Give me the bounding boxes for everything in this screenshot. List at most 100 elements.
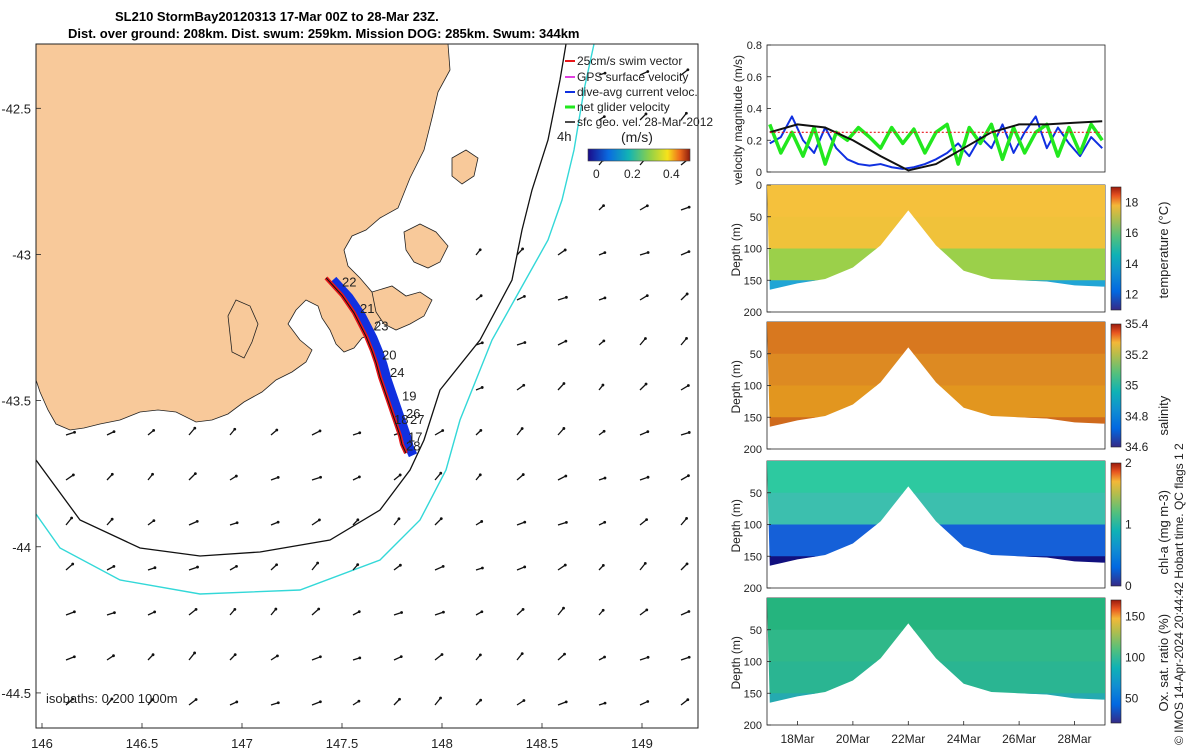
current-vector-head: [357, 699, 361, 703]
current-vector-head: [235, 521, 239, 525]
current-vector-head: [479, 428, 483, 432]
current-vector-head: [644, 382, 648, 386]
current-vector-head: [112, 564, 116, 568]
current-vector-head: [400, 611, 403, 614]
current-vector: [311, 562, 319, 571]
current-vector-head: [602, 429, 606, 433]
current-vector: [680, 251, 690, 256]
tasmania-land: [36, 44, 451, 431]
current-vector: [65, 563, 74, 571]
section-colorbar-label: chl-a (mg m-3): [1156, 490, 1171, 575]
map-ytick-label: -44.5: [1, 686, 31, 701]
chart-title-line2: Dist. over ground: 208km. Dist. swum: 25…: [68, 26, 580, 41]
current-vector-head: [193, 426, 197, 430]
current-vector-head: [318, 700, 322, 704]
current-vector: [557, 701, 567, 706]
section-layer: [767, 216, 1105, 250]
current-vector-head: [602, 115, 606, 119]
current-vector-head: [276, 701, 280, 705]
current-vector-head: [603, 655, 606, 659]
current-vector-head: [71, 562, 75, 566]
current-vector: [188, 652, 196, 661]
current-vector-head: [564, 295, 568, 299]
current-vector: [680, 610, 690, 616]
current-vector-head: [112, 654, 115, 658]
current-vector-head: [564, 339, 568, 343]
current-vector-head: [195, 520, 199, 523]
section-ytick-label: 150: [744, 551, 762, 563]
current-vector: [311, 519, 320, 526]
current-vector-head: [319, 475, 322, 479]
current-vector-head: [603, 71, 607, 75]
current-vector-head: [646, 700, 650, 703]
section-colorbar-tick: 34.8: [1125, 409, 1149, 423]
current-vector-head: [646, 475, 650, 479]
current-vector-head: [356, 563, 360, 567]
current-vector-head: [193, 651, 196, 655]
current-vector: [680, 69, 689, 76]
section-layer: [767, 322, 1105, 355]
section-ytick-label: 100: [744, 244, 762, 256]
current-vector: [680, 475, 689, 481]
current-vector-head: [520, 652, 524, 655]
current-vector: [557, 564, 566, 571]
current-vector-head: [397, 517, 401, 521]
current-vector: [680, 337, 688, 346]
current-vector: [188, 566, 198, 571]
section-ytick-label: 0: [756, 180, 762, 192]
map-colorbar-tick-2: 0.4: [663, 167, 680, 181]
current-vector-head: [316, 561, 320, 565]
current-vector-head: [684, 111, 688, 115]
current-vector: [557, 383, 565, 391]
map-colorbar-label: (m/s): [621, 129, 653, 145]
day-label: 22: [342, 275, 356, 290]
current-vector-head: [687, 474, 690, 478]
current-vector-head: [276, 475, 280, 479]
current-vector-head: [645, 518, 649, 522]
current-vector-head: [687, 250, 691, 254]
section-colorbar-tick: 34.6: [1125, 440, 1149, 454]
current-vector-head: [441, 429, 445, 432]
current-vector-head: [153, 566, 157, 570]
map-xtick-label: 149: [631, 736, 653, 750]
current-vector: [434, 518, 442, 526]
current-vector-head: [152, 519, 156, 523]
map-ytick-label: -42.5: [1, 101, 31, 116]
chart-title-line1: SL210 StormBay20120313 17-Mar 00Z to 28-…: [115, 9, 439, 24]
section-colorbar-tick: 12: [1125, 288, 1139, 302]
current-vector: [680, 293, 688, 301]
current-vector-head: [562, 382, 566, 385]
time-tick-label: 24Mar: [947, 732, 981, 746]
velocity-ytick-label: 0.2: [747, 135, 762, 147]
current-vector-head: [685, 292, 689, 296]
day-label: 20: [382, 348, 396, 363]
current-vector-head: [317, 607, 321, 611]
current-vector-head: [398, 697, 401, 701]
current-vector: [65, 698, 74, 706]
current-vector-head: [521, 473, 525, 476]
current-vector-head: [601, 563, 605, 567]
current-vector-head: [645, 294, 649, 298]
section-colorbar-tick: 14: [1125, 257, 1139, 271]
current-vector-head: [644, 337, 647, 340]
map-xtick-label: 148: [431, 736, 453, 750]
imos-credit: © IMOS 14-Apr-2024 20:44:42 Hobart time.…: [1172, 443, 1186, 745]
current-vector: [639, 251, 649, 256]
section-ylabel: Depth (m): [729, 360, 743, 413]
map-xtick-label: 147: [231, 736, 253, 750]
current-vector-head: [479, 294, 483, 298]
current-vector: [639, 113, 647, 121]
map-ytick-label: -44: [12, 540, 31, 555]
legend-geo-label: sfc geo. vel. 28-Mar-2012: [577, 115, 713, 129]
current-vector-head: [398, 473, 402, 477]
day-label: 17: [408, 430, 422, 445]
current-vector-head: [646, 70, 650, 73]
current-vector-head: [152, 428, 156, 432]
section-colorbar-label: temperature (°C): [1156, 202, 1171, 299]
current-vector-head: [358, 431, 362, 435]
current-vector: [557, 428, 565, 436]
current-vector-head: [523, 565, 527, 569]
current-vector-head: [644, 112, 648, 116]
